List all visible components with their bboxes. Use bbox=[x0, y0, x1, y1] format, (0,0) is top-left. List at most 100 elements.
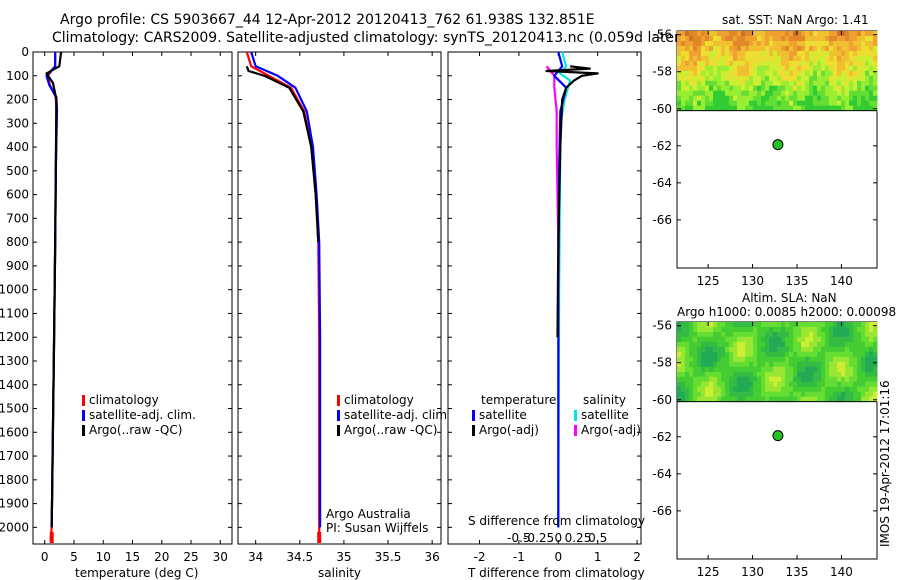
sst_map-cell bbox=[745, 100, 750, 107]
sla_map-cell bbox=[821, 322, 826, 328]
sla_map-cell bbox=[681, 366, 686, 373]
sst_map-cell bbox=[845, 31, 850, 37]
sst_map-cell bbox=[693, 45, 698, 52]
sst_map-cell bbox=[745, 36, 750, 42]
sst_map-cell bbox=[781, 60, 786, 67]
sla_map-cell bbox=[745, 396, 750, 403]
sst_map-cell bbox=[733, 105, 738, 112]
sst_map-cell bbox=[769, 36, 774, 42]
sst_map-cell bbox=[753, 100, 758, 107]
sst_map-cell bbox=[765, 45, 770, 52]
sla_map-cell bbox=[845, 386, 850, 393]
sst_map-cell bbox=[841, 95, 846, 102]
sla_map-cell bbox=[825, 327, 830, 333]
sla_map-cell bbox=[837, 336, 842, 343]
sst_map-cell bbox=[805, 60, 810, 67]
sla_map-cell bbox=[721, 341, 726, 348]
sst_map-cell bbox=[869, 45, 874, 52]
sst_map-cell bbox=[845, 36, 850, 42]
sst_map-cell bbox=[821, 65, 826, 72]
sst_map-cell bbox=[741, 95, 746, 102]
sst_map-cell bbox=[785, 90, 790, 97]
sla_map-cell bbox=[773, 327, 778, 333]
sla_map-cell bbox=[865, 391, 870, 398]
sla_map-cell bbox=[833, 376, 838, 383]
sla_map-cell bbox=[677, 322, 682, 328]
sst_map-cell bbox=[785, 41, 790, 47]
sst_map-cell bbox=[837, 55, 842, 62]
sst_map-cell bbox=[765, 50, 770, 57]
sla_map-cell bbox=[777, 327, 782, 333]
sst_map-cell bbox=[709, 95, 714, 102]
sla_map-cell bbox=[709, 341, 714, 348]
sst_map-cell bbox=[693, 105, 698, 112]
diff-s-tick-label: 0.25 bbox=[565, 531, 592, 545]
temp-legend-label: Argo(..raw -QC) bbox=[89, 423, 182, 437]
depth-tick-label: 200 bbox=[6, 93, 29, 107]
sst_map-cell bbox=[697, 31, 702, 37]
sla_map-cell bbox=[837, 356, 842, 363]
sst_map-cell bbox=[709, 90, 714, 97]
sla_map-cell bbox=[841, 356, 846, 363]
sst_map-cell bbox=[789, 105, 794, 112]
sla_map-cell bbox=[805, 391, 810, 398]
sla_map-cell bbox=[785, 396, 790, 403]
sst_map-cell bbox=[849, 70, 854, 77]
sla_map-cell bbox=[761, 386, 766, 393]
sst_map-cell bbox=[793, 85, 798, 92]
sla_map-cell bbox=[769, 386, 774, 393]
sla_map-cell bbox=[709, 332, 714, 338]
sst_map-ytick-label: -60 bbox=[652, 102, 672, 116]
sst_map-cell bbox=[789, 75, 794, 82]
sla_map-cell bbox=[697, 376, 702, 383]
sst_map-cell bbox=[677, 60, 682, 67]
sla_map-cell bbox=[697, 386, 702, 393]
sst_map-cell bbox=[705, 60, 710, 67]
sla_map-cell bbox=[749, 356, 754, 363]
sst_map-cell bbox=[741, 70, 746, 77]
sst_map-cell bbox=[861, 75, 866, 82]
sla_map-cell bbox=[681, 346, 686, 353]
sla_map-cell bbox=[689, 322, 694, 328]
sst_map-cell bbox=[705, 95, 710, 102]
sst_map-cell bbox=[717, 60, 722, 67]
sst_map-cell bbox=[761, 36, 766, 42]
sla_map-cell bbox=[677, 391, 682, 398]
sla_map-ytick-label: -58 bbox=[652, 356, 672, 370]
sst_map-ytick-label: -56 bbox=[652, 28, 672, 42]
sla_map-cell bbox=[853, 341, 858, 348]
sst_map-cell bbox=[769, 60, 774, 67]
diff-s-tick-label: -0.25 bbox=[523, 531, 554, 545]
sst_map-cell bbox=[813, 100, 818, 107]
sla_map-cell bbox=[741, 376, 746, 383]
sla_map-cell bbox=[861, 366, 866, 373]
sla_map-cell bbox=[833, 371, 838, 378]
sla_map-cell bbox=[857, 386, 862, 393]
sst_map-cell bbox=[801, 80, 806, 87]
sla_map-cell bbox=[857, 351, 862, 358]
sla_map-cell bbox=[725, 351, 730, 358]
sla_map-cell bbox=[861, 386, 866, 393]
sla_map-cell bbox=[825, 366, 830, 373]
diff-temp-legend-swatch bbox=[472, 410, 475, 421]
sst_map-cell bbox=[797, 50, 802, 57]
sla_map-cell bbox=[693, 396, 698, 403]
sst_map-cell bbox=[809, 90, 814, 97]
sst_map-cell bbox=[757, 41, 762, 47]
depth-tick-label: 700 bbox=[6, 211, 29, 225]
sst_map-cell bbox=[713, 55, 718, 62]
sla_map-cell bbox=[737, 361, 742, 368]
sla_map-cell bbox=[849, 396, 854, 403]
sst_map-cell bbox=[817, 75, 822, 82]
sla_map-cell bbox=[781, 386, 786, 393]
sla_map-cell bbox=[741, 346, 746, 353]
sla_map-cell bbox=[677, 386, 682, 393]
sla_map-cell bbox=[681, 322, 686, 328]
diff-t-tick-label: -2 bbox=[474, 550, 486, 564]
sst_map-cell bbox=[741, 31, 746, 37]
sst_map-cell bbox=[817, 85, 822, 92]
sla_map-cell bbox=[777, 341, 782, 348]
sla_map-cell bbox=[677, 332, 682, 338]
sla_map-cell bbox=[777, 351, 782, 358]
sla_map-cell bbox=[785, 351, 790, 358]
